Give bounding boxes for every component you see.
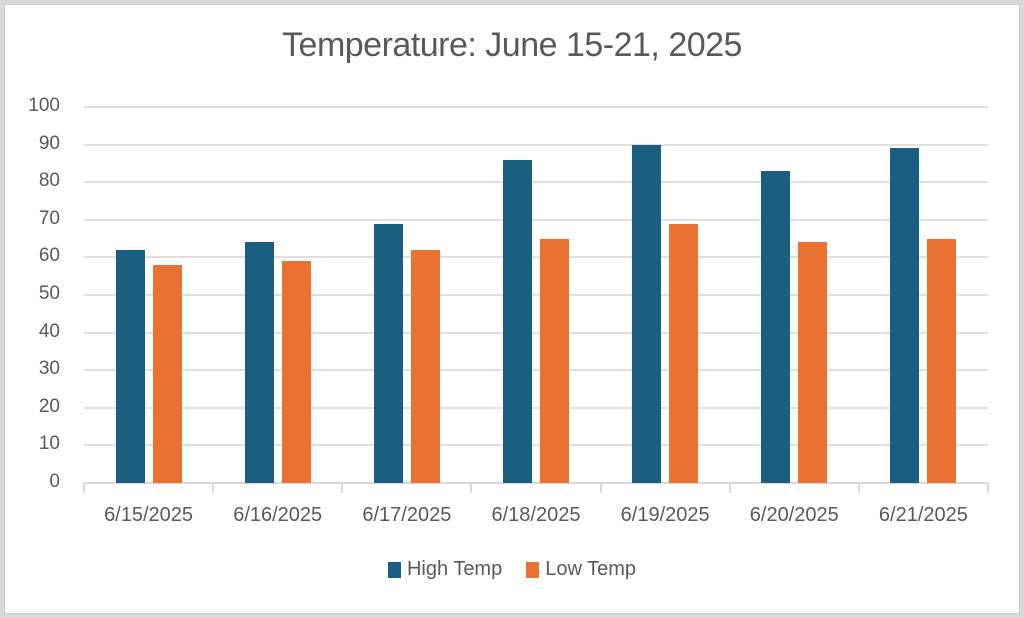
bar-high-temp[interactable] (115, 249, 145, 483)
gridline (84, 218, 988, 221)
chart-title: Temperature: June 15-21, 2025 (282, 26, 742, 64)
x-tick-mark (83, 483, 85, 493)
y-tick-label: 100 (28, 95, 60, 116)
x-tick-mark (728, 483, 731, 493)
bar-high-temp[interactable] (761, 170, 791, 483)
x-tick-mark (857, 483, 860, 493)
x-tick-label: 6/15/2025 (104, 504, 194, 526)
gridline (84, 294, 988, 296)
y-tick-label: 20 (38, 395, 60, 417)
legend-swatch-icon (387, 561, 401, 578)
x-tick-label: 6/16/2025 (233, 504, 323, 526)
x-tick-mark (470, 483, 473, 493)
bar-low-temp[interactable] (927, 238, 957, 483)
legend-label: High Temp (406, 558, 503, 580)
bar-high-temp[interactable] (244, 242, 274, 483)
y-tick-label: 70 (38, 207, 60, 229)
gridline (84, 369, 988, 372)
gridline (84, 256, 988, 259)
bar-high-temp[interactable] (373, 223, 403, 483)
bar-low-temp[interactable] (669, 223, 699, 483)
x-tick-label: 6/21/2025 (878, 504, 968, 526)
chart-legend: High Temp Low Temp (0, 558, 1024, 581)
legend-label: Low Temp (545, 558, 637, 580)
x-axis-line (84, 482, 988, 484)
gridline (84, 444, 988, 447)
gridline (84, 143, 988, 146)
bar-low-temp[interactable] (540, 238, 569, 483)
x-tick-label: 6/19/2025 (620, 504, 710, 526)
x-tick-label: 6/18/2025 (491, 504, 581, 526)
x-tick-mark (987, 483, 989, 493)
x-tick-mark (341, 483, 344, 493)
gridline (84, 106, 988, 108)
y-tick-label: 50 (38, 283, 60, 304)
legend-item-high-temp[interactable]: High Temp (387, 558, 503, 581)
gridline (84, 181, 988, 184)
bar-low-temp[interactable] (152, 264, 182, 483)
x-tick-label: 6/17/2025 (362, 504, 452, 526)
y-tick-label: 10 (38, 433, 60, 455)
x-tick-label: 6/20/2025 (749, 504, 839, 526)
legend-swatch-icon (526, 561, 540, 578)
x-tick-mark (599, 483, 602, 493)
gridline (84, 406, 988, 409)
bar-low-temp[interactable] (281, 261, 311, 483)
bar-high-temp[interactable] (632, 144, 662, 483)
x-tick-mark (212, 483, 215, 493)
bar-high-temp[interactable] (890, 148, 920, 483)
y-tick-label: 80 (38, 170, 60, 192)
bar-low-temp[interactable] (798, 242, 828, 483)
legend-item-low-temp[interactable]: Low Temp (526, 558, 636, 581)
y-tick-label: 60 (38, 245, 60, 267)
gridline (84, 331, 988, 334)
y-tick-label: 40 (38, 320, 60, 342)
y-tick-label: 90 (38, 132, 60, 154)
y-tick-label: 30 (38, 358, 60, 380)
bar-low-temp[interactable] (410, 249, 440, 483)
bar-high-temp[interactable] (503, 159, 532, 483)
y-tick-label: 0 (49, 471, 60, 492)
